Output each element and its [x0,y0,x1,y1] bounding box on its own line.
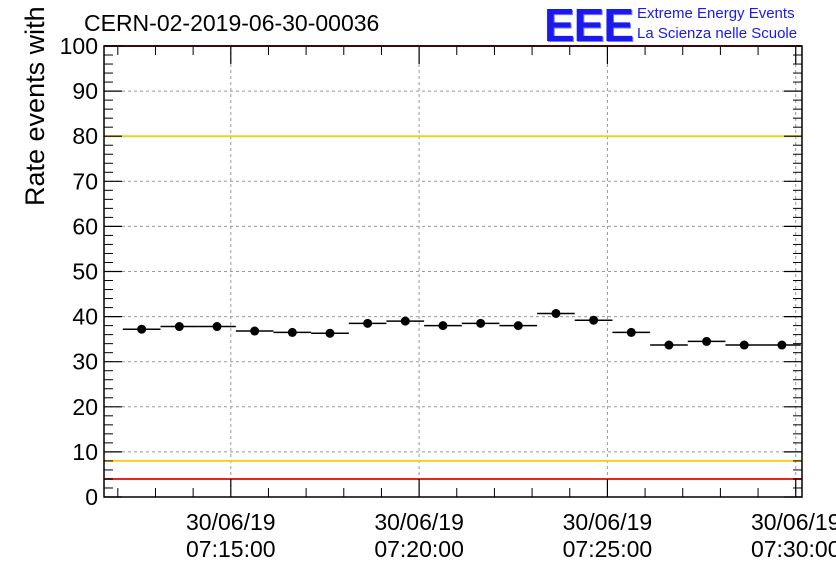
y-tick-label: 50 [72,259,98,285]
data-point [287,327,297,337]
x-tick-date-label: 30/06/19 [186,509,276,535]
data-point [250,326,260,336]
data-point [551,308,561,318]
y-tick-label: 90 [72,78,98,104]
x-tick-time-label: 07:30:00 [751,536,836,562]
data-point [174,322,184,332]
x-tick-time-label: 07:25:00 [563,536,653,562]
grid [104,46,802,497]
data-point [589,315,599,325]
y-tick-label: 20 [72,394,98,420]
eee-logo-mark: EEE [544,0,634,51]
data-point [702,336,712,346]
logo-line-2: La Scienza nelle Scuole [637,25,798,42]
y-tick-label: 70 [72,168,98,194]
data-point [325,328,335,338]
data-point [664,340,674,350]
y-tick-label: 40 [72,304,98,330]
chart-title: CERN-02-2019-06-30-00036 [84,10,380,36]
x-tick-labels: 30/06/1907:15:0030/06/1907:20:0030/06/19… [186,509,836,562]
data-series [122,308,801,350]
plot-frame [103,45,803,498]
y-tick-label: 80 [72,123,98,149]
data-point [212,322,222,332]
data-point [137,324,147,334]
data-point [777,340,787,350]
y-tick-labels: 0 10 20 30 40 50 60 70 80 90 100 [60,33,98,510]
y-tick-label: 30 [72,349,98,375]
x-tick-time-label: 07:15:00 [186,536,276,562]
data-point [476,318,486,328]
data-point [400,316,410,326]
data-point [626,327,636,337]
data-point [438,321,448,331]
y-tick-label: 100 [60,33,98,59]
data-point [363,318,373,328]
y-tick-label: 60 [72,213,98,239]
x-tick-time-label: 07:20:00 [374,536,464,562]
y-tick-label: 0 [85,484,98,510]
x-tick-date-label: 30/06/19 [751,509,836,535]
x-tick-date-label: 30/06/19 [374,509,464,535]
data-point [513,321,523,331]
reference-lines [104,45,802,480]
y-axis-label: Rate events with hits [Hz] [20,0,50,206]
logo-line-1: Extreme Energy Events [637,5,795,22]
x-tick-date-label: 30/06/19 [563,509,653,535]
data-point [739,340,749,350]
y-tick-label: 10 [72,439,98,465]
